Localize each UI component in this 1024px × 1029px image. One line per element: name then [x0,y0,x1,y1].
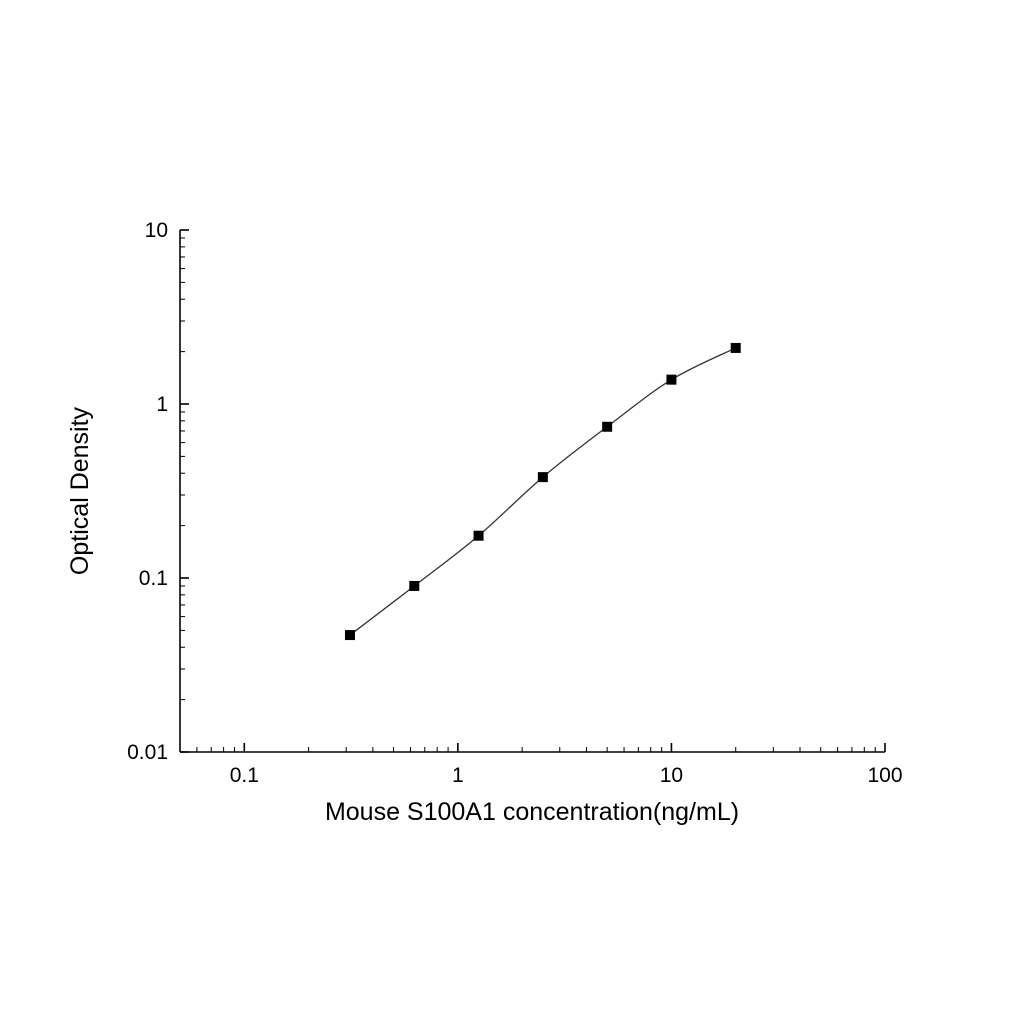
x-tick-label: 100 [867,764,902,787]
x-tick-label: 0.1 [230,764,259,787]
y-tick-label: 0.1 [139,567,168,590]
data-point-marker [473,530,484,541]
plot-dynamic-layer: 0.1 1 10 100 0.01 0.1 1 10 [127,219,902,787]
y-tick-label: 0.01 [127,741,168,764]
x-tick-label: 10 [660,764,683,787]
y-axis-title: Optical Density [66,406,94,575]
y-tick-label: 1 [156,393,168,416]
data-point-marker [537,472,548,483]
data-point-marker [730,342,741,353]
x-tick-label: 1 [452,764,464,787]
data-point-marker [602,421,613,432]
data-point-marker [344,630,355,641]
data-point-marker [409,580,420,591]
data-point-marker [666,374,677,385]
x-axis-title: Mouse S100A1 concentration(ng/mL) [325,798,739,826]
y-tick-label: 10 [145,219,168,242]
series-line [349,347,737,636]
